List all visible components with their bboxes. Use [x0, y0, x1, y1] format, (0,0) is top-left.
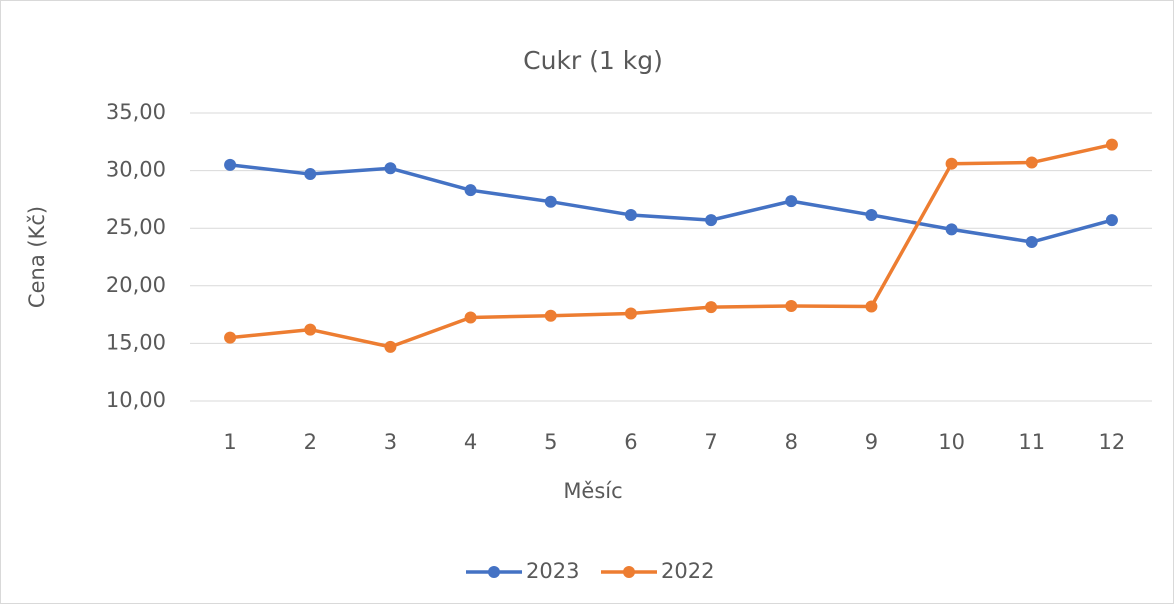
- data-point: [1025, 236, 1038, 249]
- data-point: [304, 323, 317, 336]
- data-point: [865, 300, 878, 313]
- data-point: [224, 331, 237, 344]
- x-tick-label: 3: [384, 430, 397, 454]
- x-tick-label: 11: [1018, 430, 1045, 454]
- data-point: [224, 158, 237, 171]
- x-tick-label: 8: [785, 430, 798, 454]
- legend-marker: [488, 566, 500, 578]
- x-tick-label: 5: [544, 430, 557, 454]
- data-point: [464, 184, 477, 197]
- x-tick-label: 10: [938, 430, 965, 454]
- y-tick-label: 15,00: [106, 330, 166, 354]
- x-tick-label: 9: [865, 430, 878, 454]
- data-point: [624, 208, 637, 221]
- data-point: [464, 311, 477, 324]
- data-point: [384, 340, 397, 353]
- x-tick-label: 7: [704, 430, 717, 454]
- data-point: [544, 195, 557, 208]
- x-tick-label: 2: [304, 430, 317, 454]
- y-tick-label: 35,00: [106, 100, 166, 124]
- data-point: [945, 223, 958, 236]
- x-tick-label: 4: [464, 430, 477, 454]
- data-point: [384, 162, 397, 175]
- data-point: [865, 208, 878, 221]
- data-point: [1105, 138, 1118, 151]
- x-axis-title: Měsíc: [563, 479, 622, 503]
- x-tick-label: 1: [223, 430, 236, 454]
- data-point: [785, 195, 798, 208]
- series-line: [229, 163, 1113, 244]
- data-point: [304, 168, 317, 181]
- series-line: [229, 142, 1113, 349]
- data-point: [1105, 214, 1118, 227]
- y-tick-label: 20,00: [106, 273, 166, 297]
- legend-label: 2023: [526, 559, 579, 583]
- data-point: [705, 301, 718, 314]
- data-point: [705, 214, 718, 227]
- legend-marker: [623, 566, 635, 578]
- y-axis-title: Cena (Kč): [25, 206, 49, 308]
- y-tick-label: 25,00: [106, 215, 166, 239]
- chart-title: Cukr (1 kg): [523, 46, 663, 75]
- data-point: [945, 157, 958, 170]
- x-tick-label: 12: [1099, 430, 1126, 454]
- data-point: [544, 309, 557, 322]
- data-point: [624, 307, 637, 320]
- data-point: [785, 299, 798, 312]
- x-tick-label: 6: [624, 430, 637, 454]
- legend-label: 2022: [661, 559, 714, 583]
- y-tick-label: 30,00: [106, 158, 166, 182]
- y-tick-label: 10,00: [106, 388, 166, 412]
- data-point: [1025, 156, 1038, 169]
